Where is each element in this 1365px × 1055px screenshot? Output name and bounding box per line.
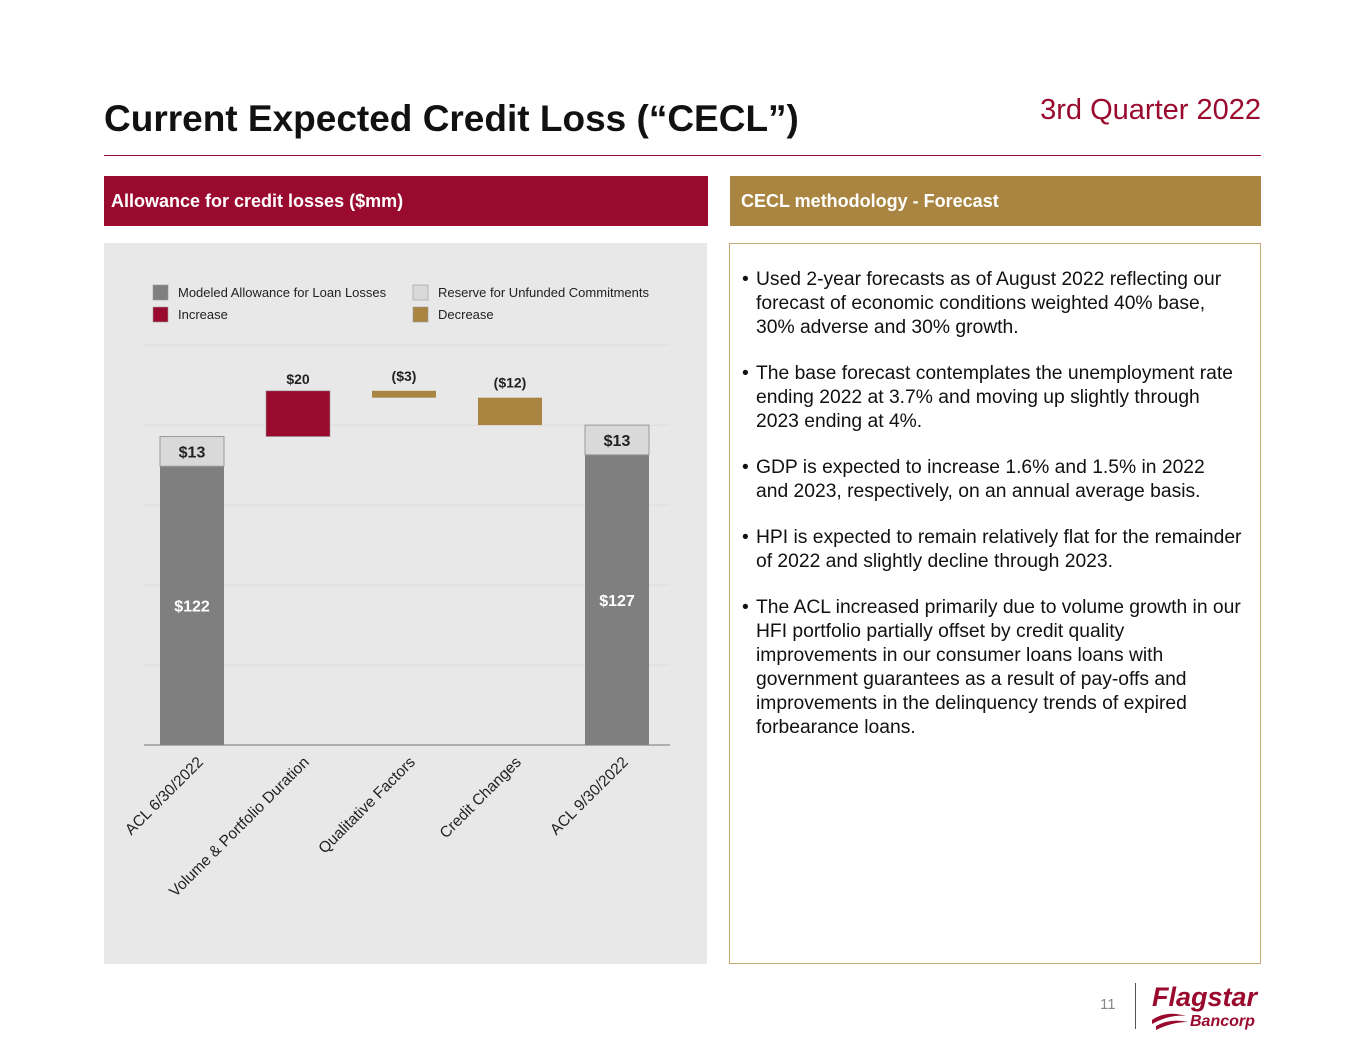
methodology-bullets: Used 2-year forecasts as of August 2022 … [730,244,1260,740]
logo-swoosh [1156,1020,1188,1030]
bar-decrease [372,390,436,398]
bullet-item: Used 2-year forecasts as of August 2022 … [742,268,1242,340]
bar-unfunded-reserve [584,424,650,456]
logo-swoosh [1152,1013,1186,1024]
legend-label: Decrease [438,307,494,322]
chart-header: Allowance for credit losses ($mm) [104,176,708,226]
bar-value-label: $13 [179,444,206,461]
quarter-label: 3rd Quarter 2022 [1040,94,1261,126]
bullet-item: GDP is expected to increase 1.6% and 1.5… [742,456,1242,504]
x-tick-label: ACL 9/30/2022 [547,754,632,839]
bar-value-label: ($3) [392,368,417,384]
logo-sub: Bancorp [1190,1013,1255,1030]
x-tick-label: ACL 6/30/2022 [122,754,207,839]
bullet-item: HPI is expected to remain relatively fla… [742,526,1242,574]
bullet-item: The base forecast contemplates the unemp… [742,362,1242,434]
title-rule [104,155,1261,156]
chart-bars [159,390,650,745]
bar-modeled-allowance [585,454,649,745]
bar-value-label: ($12) [494,375,527,391]
bar-value-label: $20 [286,371,310,387]
legend-label: Reserve for Unfunded Commitments [438,285,649,300]
page-title: Current Expected Credit Loss (“CECL”) [104,98,799,139]
bar-decrease [478,397,542,426]
waterfall-chart: Modeled Allowance for Loan Losses Reserve… [122,284,670,901]
legend-swatch [152,306,169,323]
chart-legend: Modeled Allowance for Loan Losses Reserve… [152,284,649,323]
legend-swatch [152,284,169,301]
bar-value-label: $127 [599,593,635,610]
methodology-header: CECL methodology - Forecast [730,176,1261,226]
legend-swatch [412,284,429,301]
gridlines [144,344,670,746]
bar-modeled-allowance [160,466,224,745]
bar-unfunded-reserve [159,436,225,467]
bar-increase [265,390,331,437]
bar-value-label: $122 [174,599,210,616]
logo-name: Flagstar [1152,982,1259,1012]
legend-label: Increase [178,307,228,322]
legend-label: Modeled Allowance for Loan Losses [178,285,387,300]
chart-data-labels: $122 $13 $20 ($3) ($12) $127 $13 [174,368,635,616]
methodology-panel: Used 2-year forecasts as of August 2022 … [729,243,1261,964]
bar-value-label: $13 [604,433,631,450]
legend-swatch [412,306,429,323]
page-number: 11 [1100,996,1116,1013]
x-tick-label: Qualitative Factors [315,754,419,858]
flagstar-logo: Flagstar Bancorp [1152,982,1259,1030]
logo-separator [1135,983,1136,1029]
chart-panel: Modeled Allowance for Loan Losses Reserve… [104,243,707,964]
bullet-item: The ACL increased primarily due to volum… [742,596,1242,740]
x-tick-label: Credit Changes [437,754,525,842]
